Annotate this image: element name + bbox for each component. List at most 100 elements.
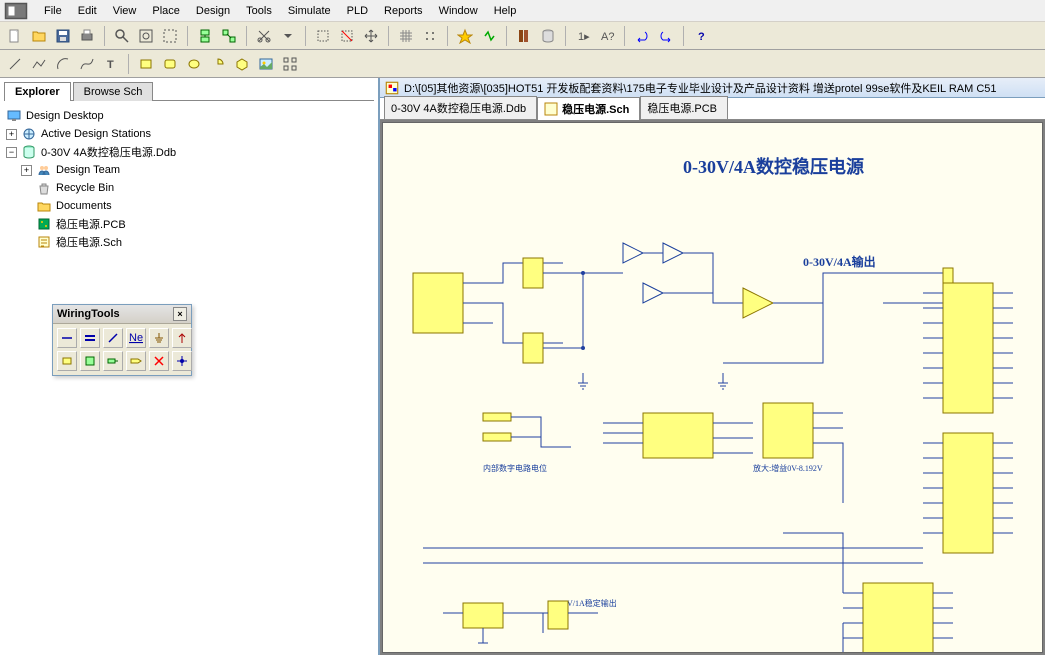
menu-window[interactable]: Window	[431, 2, 486, 20]
wire-tool-button[interactable]	[57, 328, 77, 348]
undo-button[interactable]	[631, 25, 653, 47]
save-button[interactable]	[52, 25, 74, 47]
database-icon	[21, 144, 37, 160]
cut-button[interactable]	[253, 25, 275, 47]
library-button[interactable]	[513, 25, 535, 47]
menu-tools[interactable]: Tools	[238, 2, 280, 20]
wiring-tools-titlebar[interactable]: WiringTools ×	[53, 305, 191, 324]
print-button[interactable]	[76, 25, 98, 47]
menu-edit[interactable]: Edit	[70, 2, 105, 20]
bezier-tool-button[interactable]	[76, 53, 98, 75]
sch-tab-icon	[544, 102, 558, 116]
increment-button[interactable]: 1▸	[572, 25, 594, 47]
tab-sch[interactable]: 稳压电源.Sch	[537, 97, 640, 120]
array-tool-button[interactable]	[279, 53, 301, 75]
pie-tool-button[interactable]	[207, 53, 229, 75]
redo-button[interactable]	[655, 25, 677, 47]
app-logo-icon	[4, 3, 28, 19]
toggle-grid-button[interactable]	[395, 25, 417, 47]
compile-button[interactable]	[454, 25, 476, 47]
gnd-tool-button[interactable]	[149, 328, 169, 348]
polygon-tool-button[interactable]	[231, 53, 253, 75]
team-icon	[36, 162, 52, 178]
polyline-tool-button[interactable]	[28, 53, 50, 75]
expand-icon[interactable]: +	[6, 129, 17, 140]
junction-tool-button[interactable]	[172, 351, 192, 371]
arc-tool-button[interactable]	[52, 53, 74, 75]
wiring-tools-palette[interactable]: WiringTools × Net1	[52, 304, 192, 376]
tree-active-stations[interactable]: + Active Design Stations	[6, 125, 372, 143]
document-tabs: 0-30V 4A数控稳压电源.Ddb 稳压电源.Sch 稳压电源.PCB	[380, 98, 1045, 120]
power-tool-button[interactable]	[172, 328, 192, 348]
tree-team-label: Design Team	[56, 164, 120, 176]
help-button[interactable]: ?	[690, 25, 712, 47]
tree-pcb-label: 稳压电源.PCB	[56, 216, 126, 232]
bus-tool-button[interactable]	[80, 328, 100, 348]
line-tool-button[interactable]	[4, 53, 26, 75]
menu-simulate[interactable]: Simulate	[280, 2, 339, 20]
tree-root[interactable]: Design Desktop	[6, 107, 372, 125]
tree-recycle[interactable]: Recycle Bin	[6, 179, 372, 197]
netlabel-tool-button[interactable]: Net1	[126, 328, 146, 348]
tree-sch-label: 稳压电源.Sch	[56, 234, 122, 250]
tab-pcb-label: 稳压电源.PCB	[647, 100, 717, 116]
tree-sch[interactable]: 稳压电源.Sch	[6, 233, 372, 251]
expand-icon[interactable]: +	[21, 165, 32, 176]
dropdown-arrow-icon[interactable]	[277, 25, 299, 47]
svg-text:Net1: Net1	[129, 332, 143, 344]
image-tool-button[interactable]	[255, 53, 277, 75]
canvas-area: D:\[05]其他资源\[035]HOT51 开发板配套资料\175电子专业毕业…	[380, 78, 1045, 655]
tab-explorer[interactable]: Explorer	[4, 82, 71, 101]
select-button[interactable]	[312, 25, 334, 47]
tab-ddb-label: 0-30V 4A数控稳压电源.Ddb	[391, 100, 526, 116]
menu-file[interactable]: File	[36, 2, 70, 20]
annotate-button[interactable]: A?	[596, 25, 618, 47]
noerror-tool-button[interactable]	[149, 351, 169, 371]
explorer-tabs: Explorer Browse Sch	[4, 82, 374, 101]
move-button[interactable]	[360, 25, 382, 47]
database-button[interactable]	[537, 25, 559, 47]
deselect-button[interactable]	[336, 25, 358, 47]
text-tool-button[interactable]: T	[100, 53, 122, 75]
roundrect-tool-button[interactable]	[159, 53, 181, 75]
tree-documents[interactable]: Documents	[6, 197, 372, 215]
menu-design[interactable]: Design	[188, 2, 238, 20]
tree-design-team[interactable]: + Design Team	[6, 161, 372, 179]
rect-tool-button[interactable]	[135, 53, 157, 75]
menu-help[interactable]: Help	[486, 2, 525, 20]
new-doc-button[interactable]	[4, 25, 26, 47]
schematic-drawing	[383, 123, 1043, 653]
zoom-in-button[interactable]	[111, 25, 133, 47]
ellipse-tool-button[interactable]	[183, 53, 205, 75]
simulate-button[interactable]	[478, 25, 500, 47]
wiring-tools-title: WiringTools	[57, 308, 120, 320]
menu-bar: File Edit View Place Design Tools Simula…	[0, 0, 1045, 22]
sch-icon	[36, 234, 52, 250]
desktop-icon	[6, 108, 22, 124]
tab-pcb[interactable]: 稳压电源.PCB	[640, 96, 728, 119]
sheet-entry-button[interactable]	[103, 351, 123, 371]
open-button[interactable]	[28, 25, 50, 47]
hierarchy-down-button[interactable]	[218, 25, 240, 47]
tree-pcb[interactable]: 稳压电源.PCB	[6, 215, 372, 233]
part-tool-button[interactable]	[57, 351, 77, 371]
menu-pld[interactable]: PLD	[339, 2, 376, 20]
tab-ddb[interactable]: 0-30V 4A数控稳压电源.Ddb	[384, 96, 537, 119]
menu-reports[interactable]: Reports	[376, 2, 431, 20]
sheet-tool-button[interactable]	[80, 351, 100, 371]
toggle-snap-button[interactable]	[419, 25, 441, 47]
close-icon[interactable]: ×	[173, 307, 187, 321]
menu-view[interactable]: View	[105, 2, 145, 20]
port-tool-button[interactable]	[126, 351, 146, 371]
schematic-viewport[interactable]: 0-30V/4A数控稳压电源 0-30V/4A输出 内部数字电路电位 放大:增益…	[382, 122, 1043, 653]
wiring-tools-body: Net1	[53, 324, 191, 375]
bus-entry-button[interactable]	[103, 328, 123, 348]
menu-place[interactable]: Place	[144, 2, 188, 20]
svg-text:1▸: 1▸	[578, 31, 590, 43]
collapse-icon[interactable]: −	[6, 147, 17, 158]
tree-ddb[interactable]: − 0-30V 4A数控稳压电源.Ddb	[6, 143, 372, 161]
hierarchy-up-button[interactable]	[194, 25, 216, 47]
zoom-window-button[interactable]	[135, 25, 157, 47]
tab-browse-sch[interactable]: Browse Sch	[73, 82, 154, 101]
zoom-fit-button[interactable]	[159, 25, 181, 47]
